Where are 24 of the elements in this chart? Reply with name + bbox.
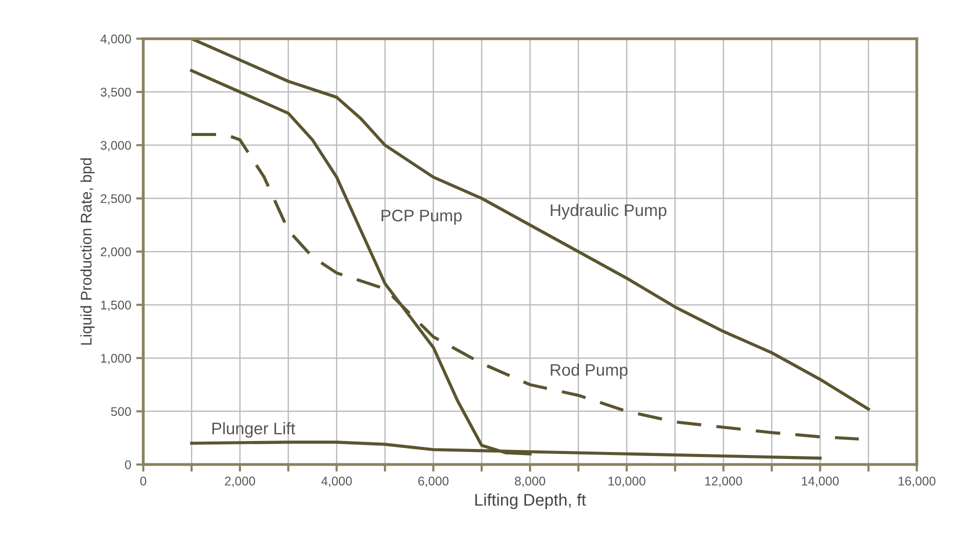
y-tick-label: 0: [124, 460, 131, 470]
y-tick-label: 2,500: [100, 194, 131, 205]
annotation: Hydraulic Pump: [550, 204, 666, 220]
y-tick-label: 2,000: [100, 247, 131, 258]
y-axis-title: Liquid Production Rate, bpd: [80, 158, 95, 345]
y-tick-label: 500: [111, 407, 131, 416]
x-tick-label: 2,000: [224, 476, 256, 487]
x-tick-label: 8,000: [514, 476, 546, 487]
y-tick-label: 4,000: [100, 34, 131, 45]
x-tick-label: 10,000: [608, 476, 646, 487]
y-tick-label: 1,500: [101, 300, 131, 311]
annotation: Rod Pump: [550, 364, 628, 380]
y-tick-label: 3,000: [100, 140, 131, 152]
annotation: Plunger Lift: [212, 422, 296, 438]
x-tick-label: 12,000: [705, 476, 742, 487]
x-tick-label: 14,000: [802, 476, 839, 487]
y-tick-label: 1,000: [101, 354, 131, 364]
x-tick-label: 16,000: [898, 476, 936, 487]
x-axis-title: Lifting Depth, ft: [475, 494, 586, 510]
y-tick-label: 3,500: [100, 88, 131, 98]
x-tick-label: 4,000: [321, 476, 352, 487]
x-tick-label: 6,000: [418, 476, 448, 487]
annotation: PCP Pump: [382, 210, 462, 225]
x-tick-label: 0: [140, 476, 146, 486]
